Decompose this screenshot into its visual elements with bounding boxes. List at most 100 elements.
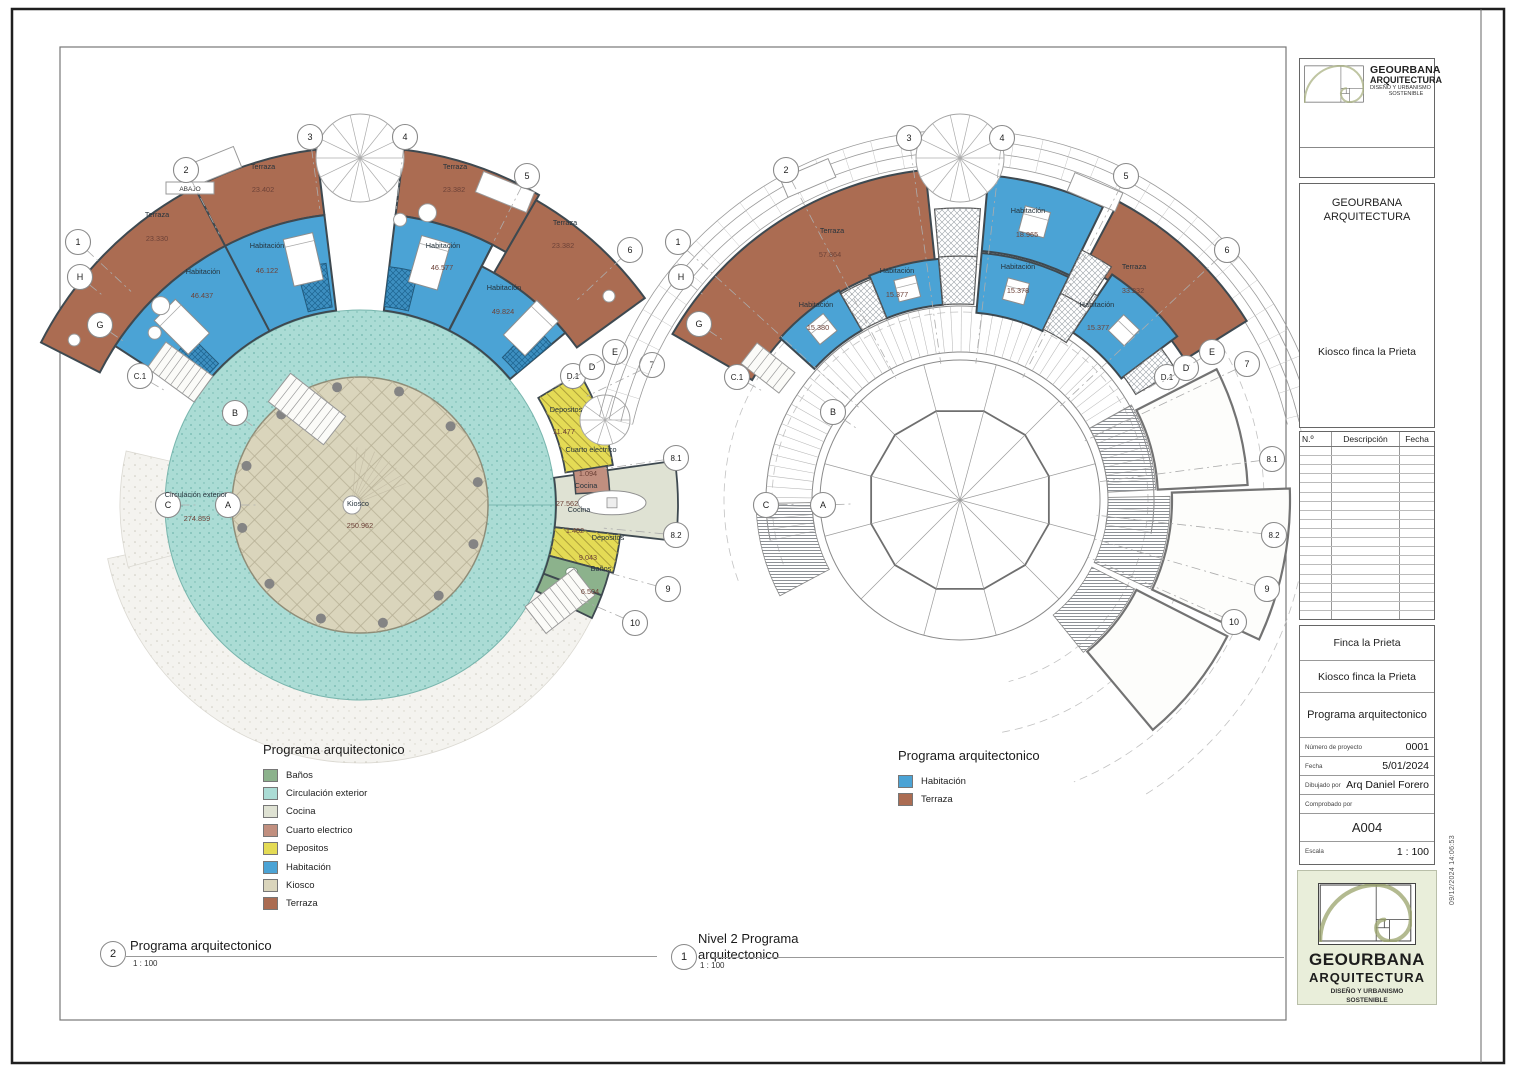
col-descripcion: Descripción (1332, 432, 1400, 446)
grid-bubble: C (752, 491, 795, 519)
bed-icon (1107, 313, 1141, 347)
revision-row (1300, 610, 1434, 620)
legend-items: Habitación Terraza (898, 772, 1108, 809)
revision-row (1300, 519, 1434, 529)
grid-bubble: 4 (975, 124, 1016, 364)
grid-bubble-label: H (77, 272, 84, 282)
room-name-label: Cuarto electrico (565, 445, 616, 454)
grid-bubble-label: 8.1 (1266, 455, 1278, 464)
field-value: 5/01/2024 (1382, 760, 1429, 772)
legend-label: Depositos (286, 843, 329, 855)
room-area-label: 15.377 (886, 290, 908, 299)
column-dot (264, 578, 275, 589)
bed-icon (1001, 277, 1030, 306)
grid-bubble: 9 (1091, 537, 1281, 603)
bed-icon (805, 312, 838, 346)
column-dot (241, 460, 252, 471)
grid-bubble: D (1161, 354, 1200, 383)
legend-level1: Programa arquitectonico Baños Circulación… (263, 742, 473, 913)
legend-item: Kiosco (263, 876, 473, 894)
legend-title: Programa arquitectonico (898, 748, 1040, 763)
info-field-row: Número de proyecto 0001 (1300, 738, 1434, 757)
grid-bubble: 6 (577, 236, 644, 301)
grid-bubble: 1 (64, 228, 132, 292)
logo-tagline: DISEÑO Y URBANISMO (1370, 85, 1431, 92)
table-icon (602, 289, 616, 303)
grid-bubble-label: C.1 (731, 373, 744, 382)
legend-swatch (898, 793, 913, 807)
grid-bubble: 8.2 (1096, 514, 1288, 549)
room-shape (572, 465, 611, 495)
grid-bubble: 9 (597, 569, 682, 603)
room-area-label: 27.562 (556, 499, 578, 508)
legend-item: Cocina (263, 803, 473, 821)
room-area-label: 33.232 (1122, 286, 1144, 295)
logo-sub: ARQUITECTURA (1309, 970, 1425, 985)
table-icon (151, 296, 171, 316)
grid-bubble: G (685, 310, 723, 341)
grid-bubble-label: C (763, 500, 770, 510)
column-dot (332, 382, 343, 393)
room-area-label: 6.504 (581, 587, 599, 596)
grid-bubble: C.1 (126, 362, 165, 391)
room-name-label: Habitación (186, 267, 220, 276)
grid-bubble: 2 (772, 156, 897, 379)
room-area-label: 274.859 (184, 514, 210, 523)
grid-bubble-label: 4 (999, 133, 1004, 143)
revision-row (1300, 547, 1434, 557)
room-area-label: 49.824 (492, 307, 514, 316)
room-name-label: Terraza (1122, 262, 1147, 271)
legend-title: Programa arquitectonico (263, 742, 405, 757)
titleblock-logo-bottom: GEOURBANA ARQUITECTURA DISEÑO Y URBANISM… (1297, 870, 1437, 1005)
room-area-label: 18.965 (1016, 230, 1038, 239)
grid-bubble: 3 (895, 124, 942, 364)
firm-name-line2: ARQUITECTURA (1323, 211, 1411, 224)
room-name-label: Kiosco (347, 499, 369, 508)
grid-bubble: 3 (296, 123, 324, 209)
column-dot (445, 421, 456, 432)
bed-icon (893, 274, 922, 303)
bed-icon (1018, 205, 1052, 239)
logo-tagline: SOSTENIBLE (1388, 91, 1424, 98)
legend-swatch (263, 768, 278, 782)
room-area-label: 23.330 (146, 234, 168, 243)
field-value: 0001 (1405, 741, 1429, 753)
grid-circle (1144, 352, 1309, 796)
logo-tagline: DISEÑO Y URBANISMO SOSTENIBLE (1330, 988, 1404, 1005)
column-dot (377, 617, 388, 628)
grid-bubble: D (567, 353, 606, 382)
revision-row (1300, 528, 1434, 539)
fibonacci-spiral (1318, 882, 1413, 944)
spiral-stair-icon (315, 113, 405, 203)
field-label: Comprobado por (1305, 800, 1353, 808)
field-label: Fecha (1305, 762, 1323, 770)
firm-name-line1: GEOURBANA (1331, 197, 1403, 209)
legend-label: Cuarto electrico (286, 824, 353, 836)
grid-bubble-label: 3 (906, 133, 911, 143)
grid-bubble: C (154, 491, 197, 519)
roof-panel (1085, 588, 1229, 732)
divider (1300, 147, 1434, 148)
grid-bubble: 5 (1022, 162, 1140, 378)
fibonacci-spiral-logo-icon (1303, 64, 1365, 108)
room-name-label: Habitación (1011, 206, 1045, 215)
grid-bubble: H (667, 263, 704, 296)
revision-row (1300, 583, 1434, 593)
legend-item: Cuarto electrico (263, 821, 473, 839)
table-icon (147, 325, 162, 340)
client-name: Finca la Prieta (1300, 626, 1434, 661)
grid-bubble-label: 6 (1224, 245, 1229, 255)
grid-bubble: 4 (391, 123, 419, 210)
grid-bubble-label: 10 (630, 618, 640, 628)
room-area-label: 1.462 (566, 526, 584, 535)
legend-label: Habitación (286, 861, 331, 873)
room-area-label: 15.377 (1087, 323, 1109, 332)
revision-row (1300, 556, 1434, 566)
field-value: Arq Daniel Forero (1346, 779, 1429, 791)
grid-bubble: 2 (172, 156, 220, 235)
grid-bubble-label: 10 (1229, 617, 1239, 627)
grid-bubble-label: 8.2 (1268, 531, 1280, 540)
legend-label: Cocina (286, 806, 316, 818)
